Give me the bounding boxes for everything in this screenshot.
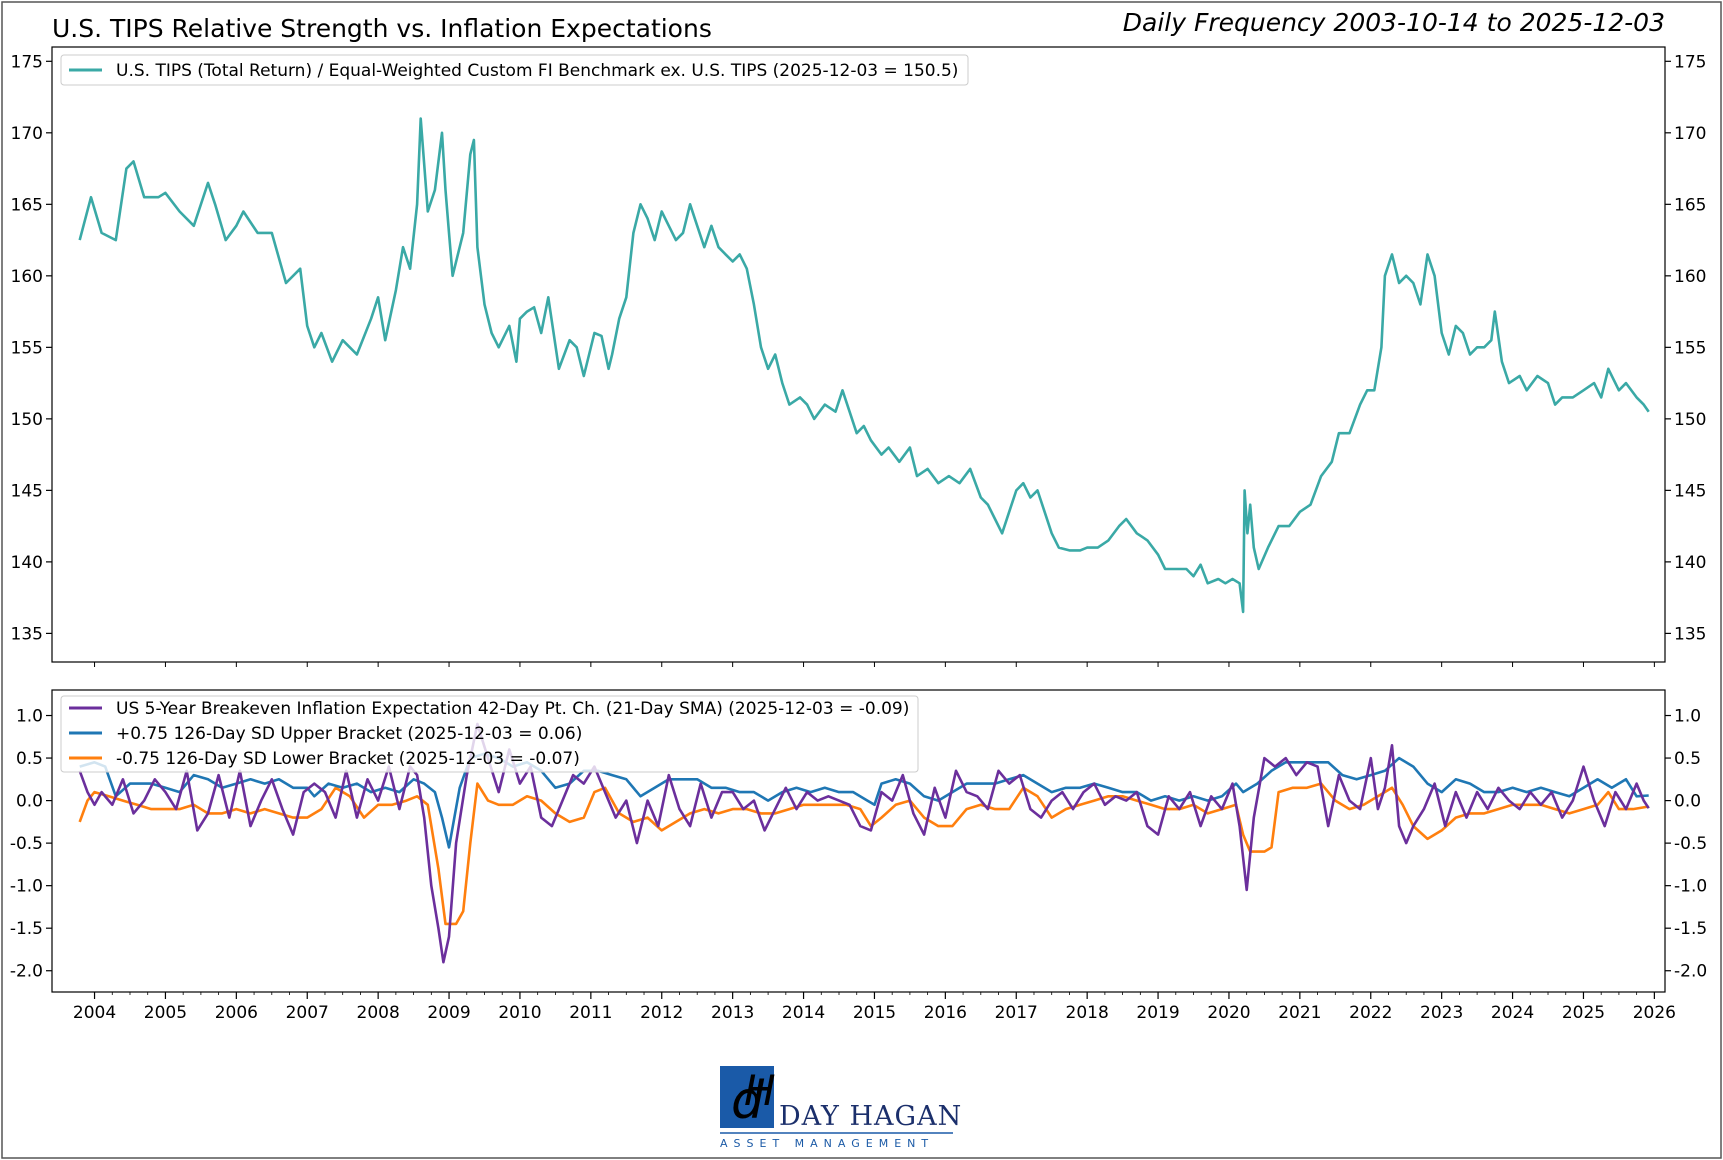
bottom-xtick-label: 2018: [1066, 1003, 1109, 1023]
bottom-xtick-label: 2016: [924, 1003, 967, 1023]
bottom-ytick-label-right: -1.5: [1674, 919, 1707, 939]
bottom-ytick-label-left: 0.0: [16, 792, 43, 812]
bottom-xtick-label: 2017: [995, 1003, 1038, 1023]
top-ytick-label-right: 140: [1674, 553, 1706, 573]
bottom-ytick-label-left: -0.5: [10, 834, 43, 854]
top-ytick-label-right: 175: [1674, 52, 1706, 72]
bottom-xtick-label: 2026: [1633, 1003, 1676, 1023]
top-panel-frame: [52, 47, 1665, 662]
bottom-ytick-label-left: -2.0: [10, 962, 43, 982]
bottom-xtick-label: 2022: [1349, 1003, 1392, 1023]
bottom-xtick-label: 2006: [215, 1003, 258, 1023]
bottom-ytick-label-right: 1.0: [1674, 707, 1701, 727]
top-ytick-label-left: 175: [11, 52, 43, 72]
top-ytick-label-right: 145: [1674, 481, 1706, 501]
top-legend-label: U.S. TIPS (Total Return) / Equal-Weighte…: [116, 61, 958, 81]
chart-title: U.S. TIPS Relative Strength vs. Inflatio…: [52, 14, 712, 43]
top-ytick-label-left: 135: [11, 624, 43, 644]
bottom-xtick-label: 2012: [640, 1003, 683, 1023]
top-ytick-label-right: 155: [1674, 338, 1706, 358]
bottom-xtick-label: 2010: [498, 1003, 541, 1023]
bottom-xtick-label: 2015: [853, 1003, 896, 1023]
bottom-ytick-label-right: 0.5: [1674, 749, 1701, 769]
bottom-legend-label-3: -0.75 126-Day SD Lower Bracket (2025-12-…: [116, 749, 580, 769]
lower-bracket-line: [80, 784, 1649, 924]
bottom-legend-label-2: +0.75 126-Day SD Upper Bracket (2025-12-…: [116, 724, 582, 744]
top-ytick-label-right: 170: [1674, 124, 1706, 144]
tips-relative-strength-line: [80, 119, 1649, 612]
top-ytick-label-left: 165: [11, 195, 43, 215]
bottom-xtick-label: 2007: [286, 1003, 329, 1023]
bottom-xtick-label: 2019: [1136, 1003, 1179, 1023]
logo-mark-glyph-2: H: [744, 1066, 776, 1115]
bottom-legend: US 5-Year Breakeven Inflation Expectatio…: [61, 696, 918, 772]
bottom-xtick-label: 2021: [1278, 1003, 1321, 1023]
bottom-ytick-label-left: 0.5: [16, 749, 43, 769]
top-panel: 135 135 140 140 145 145 150 150 155 155 160 160 165 1…: [11, 47, 1707, 667]
bottom-xtick-label: 2023: [1420, 1003, 1463, 1023]
bottom-legend-label-1: US 5-Year Breakeven Inflation Expectatio…: [116, 699, 909, 719]
bottom-ytick-label-right: -0.5: [1674, 834, 1707, 854]
top-ytick-label-left: 170: [11, 124, 43, 144]
top-ytick-label-right: 135: [1674, 624, 1706, 644]
bottom-ytick-label-right: -2.0: [1674, 962, 1707, 982]
bottom-xtick-label: 2009: [427, 1003, 470, 1023]
top-ytick-label-left: 150: [11, 410, 43, 430]
bottom-xtick-label: 2024: [1491, 1003, 1534, 1023]
top-legend: U.S. TIPS (Total Return) / Equal-Weighte…: [61, 55, 968, 85]
bottom-ytick-label-left: -1.0: [10, 877, 43, 897]
logo-tagline: ASSET MANAGEMENT: [720, 1137, 934, 1150]
bottom-xtick-label: 2025: [1562, 1003, 1605, 1023]
bottom-ytick-label-right: -1.0: [1674, 877, 1707, 897]
logo-name: DAY HAGAN: [779, 1101, 962, 1132]
bottom-xtick-label: 2020: [1207, 1003, 1250, 1023]
bottom-ytick-label-left: -1.5: [10, 919, 43, 939]
company-logo: d H DAY HAGAN ASSET MANAGEMENT: [720, 1066, 962, 1150]
bottom-xtick-label: 2014: [782, 1003, 825, 1023]
top-ytick-label-left: 155: [11, 338, 43, 358]
bottom-ytick-label-right: 0.0: [1674, 792, 1701, 812]
bottom-ytick-label-left: 1.0: [16, 707, 43, 727]
bottom-panel: 1.0 1.0 0.5 0.5 0.0 0.0 -0.5 -0.5 -1.0 -1.0 -1.5 -1…: [10, 690, 1707, 1023]
top-ytick-label-right: 165: [1674, 195, 1706, 215]
top-ytick-label-left: 145: [11, 481, 43, 501]
chart-subtitle: Daily Frequency 2003-10-14 to 2025-12-03: [1123, 8, 1665, 37]
bottom-xtick-label: 2004: [73, 1003, 116, 1023]
bottom-xtick-label: 2008: [357, 1003, 400, 1023]
top-ytick-label-right: 160: [1674, 267, 1706, 287]
top-ytick-label-left: 160: [11, 267, 43, 287]
top-ytick-label-right: 150: [1674, 410, 1706, 430]
top-ytick-label-left: 140: [11, 553, 43, 573]
bottom-xtick-label: 2013: [711, 1003, 754, 1023]
bottom-xtick-label: 2005: [144, 1003, 187, 1023]
top-panel-axes: 135 135 140 140 145 145 150 150 155 155 160 160 165 1…: [11, 52, 1707, 667]
bottom-xtick-label: 2011: [569, 1003, 612, 1023]
